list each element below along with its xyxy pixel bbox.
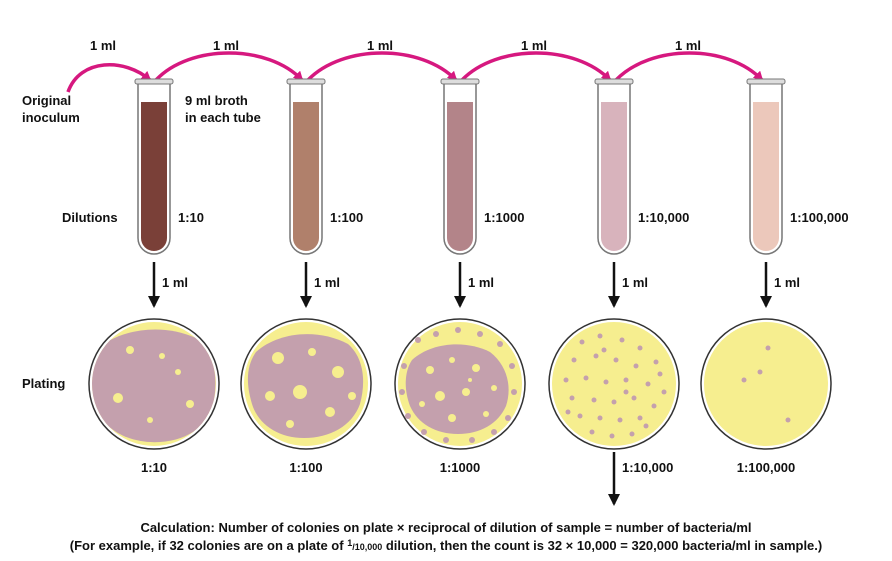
tube-dilution-label-2: 1:100	[330, 210, 363, 225]
inoculum-transfer-arrow	[66, 63, 152, 93]
broth-label-line1: 9 ml broth	[185, 93, 248, 108]
petri-plate-3	[394, 318, 526, 450]
plate-dilution-label-4: 1:10,000	[622, 460, 673, 475]
tube-dilution-label-3: 1:1000	[484, 210, 524, 225]
dilutions-label: Dilutions	[62, 210, 118, 225]
plate-dilution-label-3: 1:1000	[440, 460, 480, 475]
test-tube-1	[134, 78, 174, 255]
transfer-arrow-3	[460, 51, 612, 82]
plate-dilution-label-2: 1:100	[289, 460, 322, 475]
plating-volume-label-2: 1 ml	[314, 275, 340, 290]
plating-label: Plating	[22, 376, 65, 391]
calculation-example-start: (For example, if 32 colonies are on a pl…	[69, 538, 348, 553]
plate-dilution-label-1: 1:10	[141, 460, 167, 475]
fraction-numerator: 1	[347, 538, 353, 548]
calculation-line-2: (For example, if 32 colonies are on a pl…	[0, 538, 892, 553]
petri-plate-4	[548, 318, 680, 450]
transfer-label-4: 1 ml	[675, 38, 701, 53]
test-tube-5	[746, 78, 786, 255]
colonies-plate-5	[741, 345, 791, 423]
transfer-arrow-4	[614, 51, 764, 82]
tube-liquid-5	[753, 102, 779, 251]
tube-dilution-label-1: 1:10	[178, 210, 204, 225]
fraction-denominator: /10,000	[352, 542, 383, 552]
tube-liquid-3	[447, 102, 473, 251]
petri-plate-5	[700, 318, 832, 450]
petri-plate-1	[88, 318, 220, 450]
calculation-example-end: dilution, then the count is 32 × 10,000 …	[382, 538, 823, 553]
colonies-plate-4	[563, 333, 667, 439]
tube-dilution-label-4: 1:10,000	[638, 210, 689, 225]
plating-volume-label-4: 1 ml	[622, 275, 648, 290]
transfer-label-0: 1 ml	[90, 38, 116, 53]
original-inoculum-label-line1: Original	[22, 93, 71, 108]
tube-liquid-4	[601, 102, 627, 251]
tube-dilution-label-5: 1:100,000	[790, 210, 849, 225]
transfer-arrow-1	[154, 51, 304, 82]
broth-label-line2: in each tube	[185, 110, 261, 125]
test-tube-3	[440, 78, 480, 255]
plate-dilution-label-5: 1:100,000	[737, 460, 796, 475]
petri-plate-2	[240, 318, 372, 450]
transfer-label-1: 1 ml	[213, 38, 239, 53]
plating-volume-label-1: 1 ml	[162, 275, 188, 290]
calculation-line-1: Calculation: Number of colonies on plate…	[140, 520, 752, 535]
test-tube-4	[594, 78, 634, 255]
transfer-label-2: 1 ml	[367, 38, 393, 53]
transfer-arrow-2	[306, 51, 458, 82]
transfer-label-3: 1 ml	[521, 38, 547, 53]
plating-volume-label-5: 1 ml	[774, 275, 800, 290]
tube-liquid-2	[293, 102, 319, 251]
plating-volume-label-3: 1 ml	[468, 275, 494, 290]
original-inoculum-label-line2: inoculum	[22, 110, 80, 125]
tube-liquid-1	[141, 102, 167, 251]
test-tube-2	[286, 78, 326, 255]
